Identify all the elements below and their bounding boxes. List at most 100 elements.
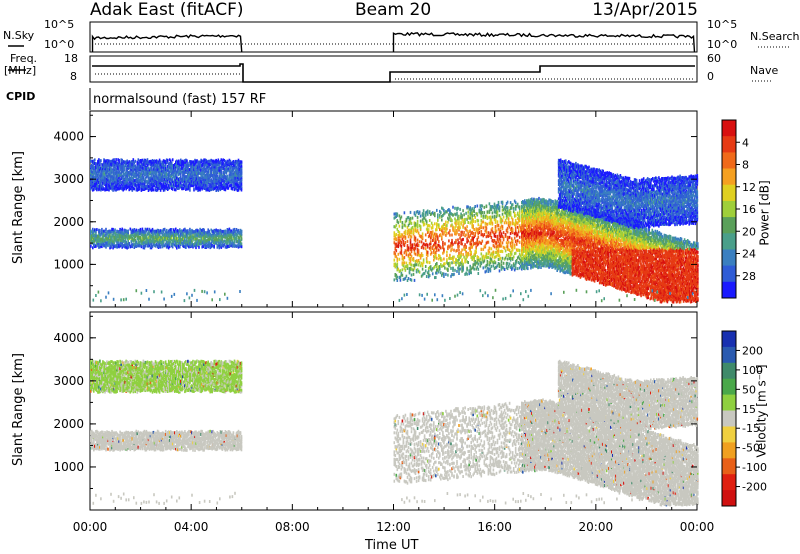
echo-cell (457, 238, 459, 241)
echo-cell (406, 253, 408, 256)
echo-cell (469, 217, 471, 220)
echo-cell (415, 237, 417, 240)
echo-cell (127, 229, 129, 232)
echo-cell (482, 211, 484, 214)
echo-cell (115, 158, 117, 161)
echo-cell (420, 215, 422, 218)
echo-cell (405, 236, 407, 239)
echo-cell (402, 254, 404, 257)
echo-cell (461, 214, 463, 217)
echo-cell (465, 245, 467, 248)
echo-cell (427, 251, 429, 254)
echo-cell (400, 279, 402, 282)
echo-cell (467, 221, 469, 224)
echo-cell (422, 232, 424, 235)
echo-cell (410, 211, 412, 214)
echo-cell (456, 212, 458, 215)
echo-cell (399, 231, 401, 234)
echo-cell (437, 213, 439, 216)
echo-cell (241, 242, 243, 245)
echo-cell (482, 205, 484, 208)
echo-cell (430, 246, 432, 249)
echo-cell (427, 210, 429, 213)
echo-cell (410, 217, 412, 220)
echo-cell (437, 235, 439, 238)
echo-cell (423, 258, 425, 261)
echo-cell (425, 269, 427, 272)
echo-cell (436, 209, 438, 212)
echo-cell (487, 216, 489, 219)
echo-cell (241, 245, 243, 248)
echo-cell (466, 273, 468, 276)
echo-cell (454, 269, 456, 272)
echo-cell (423, 212, 425, 215)
echo-cell (412, 217, 414, 220)
echo-cell (153, 188, 155, 191)
echo-cell (449, 209, 451, 212)
echo-cell (434, 212, 436, 215)
echo-cell (474, 216, 476, 219)
echo-cell (452, 243, 454, 246)
echo-cell (413, 228, 415, 231)
echo-cell (472, 219, 474, 222)
echo-cell (455, 222, 457, 225)
echo-cell (198, 246, 200, 249)
echo-cell (241, 174, 243, 177)
echo-cell (488, 231, 490, 234)
echo-cell (441, 236, 443, 239)
echo-cell (451, 234, 453, 237)
echo-cell (411, 255, 413, 258)
echo-cell (429, 261, 431, 264)
echo-cell (450, 267, 452, 270)
echo-cell (458, 220, 460, 223)
echo-cell (488, 256, 490, 259)
echo-cell (427, 244, 429, 247)
echo-cell (436, 249, 438, 252)
echo-cell (241, 230, 243, 233)
echo-cell (454, 207, 456, 210)
echo-cell (218, 159, 220, 162)
echo-cell (404, 261, 406, 264)
echo-cell (455, 239, 457, 242)
echo-cell (452, 206, 454, 209)
echo-cell (438, 240, 440, 243)
echo-cell (443, 258, 445, 261)
echo-cell (134, 187, 136, 190)
echo-cell (472, 240, 474, 243)
echo-cell (425, 265, 427, 268)
echo-cell (481, 230, 483, 233)
echo-cell (406, 275, 408, 278)
echo-cell (459, 208, 461, 211)
echo-cell (480, 258, 482, 261)
echo-cell (422, 268, 424, 271)
echo-cell (465, 233, 467, 236)
echo-cell (396, 237, 398, 240)
echo-cell (140, 236, 142, 239)
echo-cell (486, 205, 488, 208)
echo-cell (415, 253, 417, 256)
echo-cell (449, 229, 451, 232)
echo-cell (473, 210, 475, 213)
echo-cell (241, 183, 243, 186)
echo-cell (118, 159, 120, 162)
echo-cell (458, 245, 460, 248)
echo-cell (467, 239, 469, 242)
echo-cell (396, 224, 398, 227)
echo-cell (402, 221, 404, 224)
echo-cell (438, 223, 440, 226)
echo-cell (447, 274, 449, 277)
echo-cell (193, 187, 195, 190)
echo-cell (171, 162, 173, 165)
echo-cell (453, 261, 455, 264)
echo-cell (400, 220, 402, 223)
echo-cell (113, 241, 115, 244)
echo-cell (408, 246, 410, 249)
echo-cell (458, 272, 460, 275)
echo-cell (397, 263, 399, 266)
echo-cell (443, 248, 445, 251)
echo-cell (484, 233, 486, 236)
echo-cell (420, 225, 422, 228)
echo-cell (410, 238, 412, 241)
echo-cell (90, 245, 92, 248)
echo-cell (463, 213, 465, 216)
